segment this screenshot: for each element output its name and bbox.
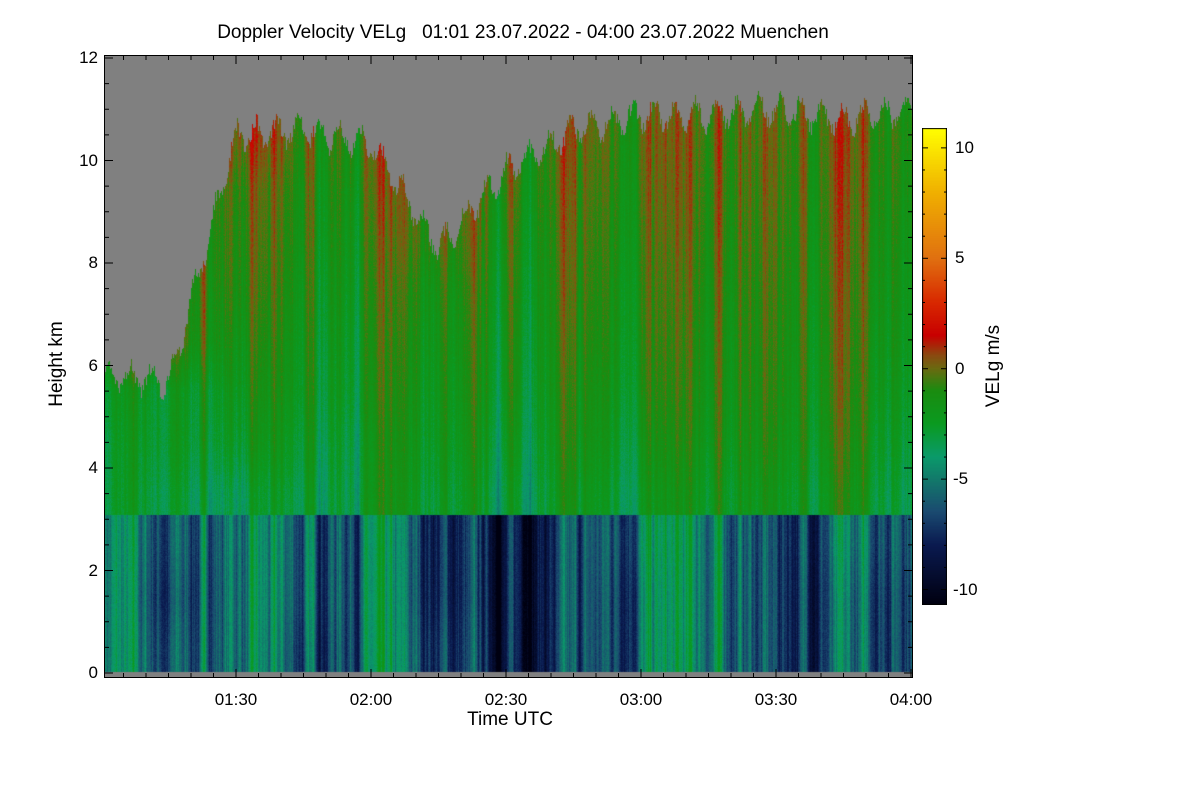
colorbar-tick-label: 0 <box>955 358 965 378</box>
y-tick-label: 4 <box>88 458 98 477</box>
velocity-heatmap <box>104 55 913 678</box>
x-tick-label: 02:30 <box>484 690 528 709</box>
y-tick-label: 8 <box>88 253 98 272</box>
x-tick-label: 04:00 <box>889 690 933 709</box>
colorbar-tick-label: 10 <box>955 137 974 157</box>
colorbar-tick-label: -5 <box>953 469 969 489</box>
plot-frame <box>104 55 913 678</box>
colorbar <box>922 128 947 605</box>
x-tick-label: 02:00 <box>349 690 393 709</box>
chart-title: Doppler Velocity VELg 01:01 23.07.2022 -… <box>217 22 829 43</box>
y-tick-label: 2 <box>88 560 98 580</box>
y-tick-label: 10 <box>79 150 98 170</box>
x-tick-label: 01:30 <box>214 690 258 709</box>
x-axis-label: Time UTC <box>467 709 553 730</box>
x-tick-label: 03:30 <box>754 690 798 709</box>
y-tick-label: 0 <box>88 663 98 682</box>
colorbar-tick-label: 5 <box>955 248 965 268</box>
y-tick-label: 12 <box>79 48 98 67</box>
colorbar-label: VELg m/s <box>983 324 1004 408</box>
y-axis-label: Height km <box>46 321 67 407</box>
colorbar-tick-label: -10 <box>953 579 978 599</box>
x-tick-label: 03:00 <box>619 690 663 709</box>
y-tick-label: 6 <box>88 355 98 375</box>
